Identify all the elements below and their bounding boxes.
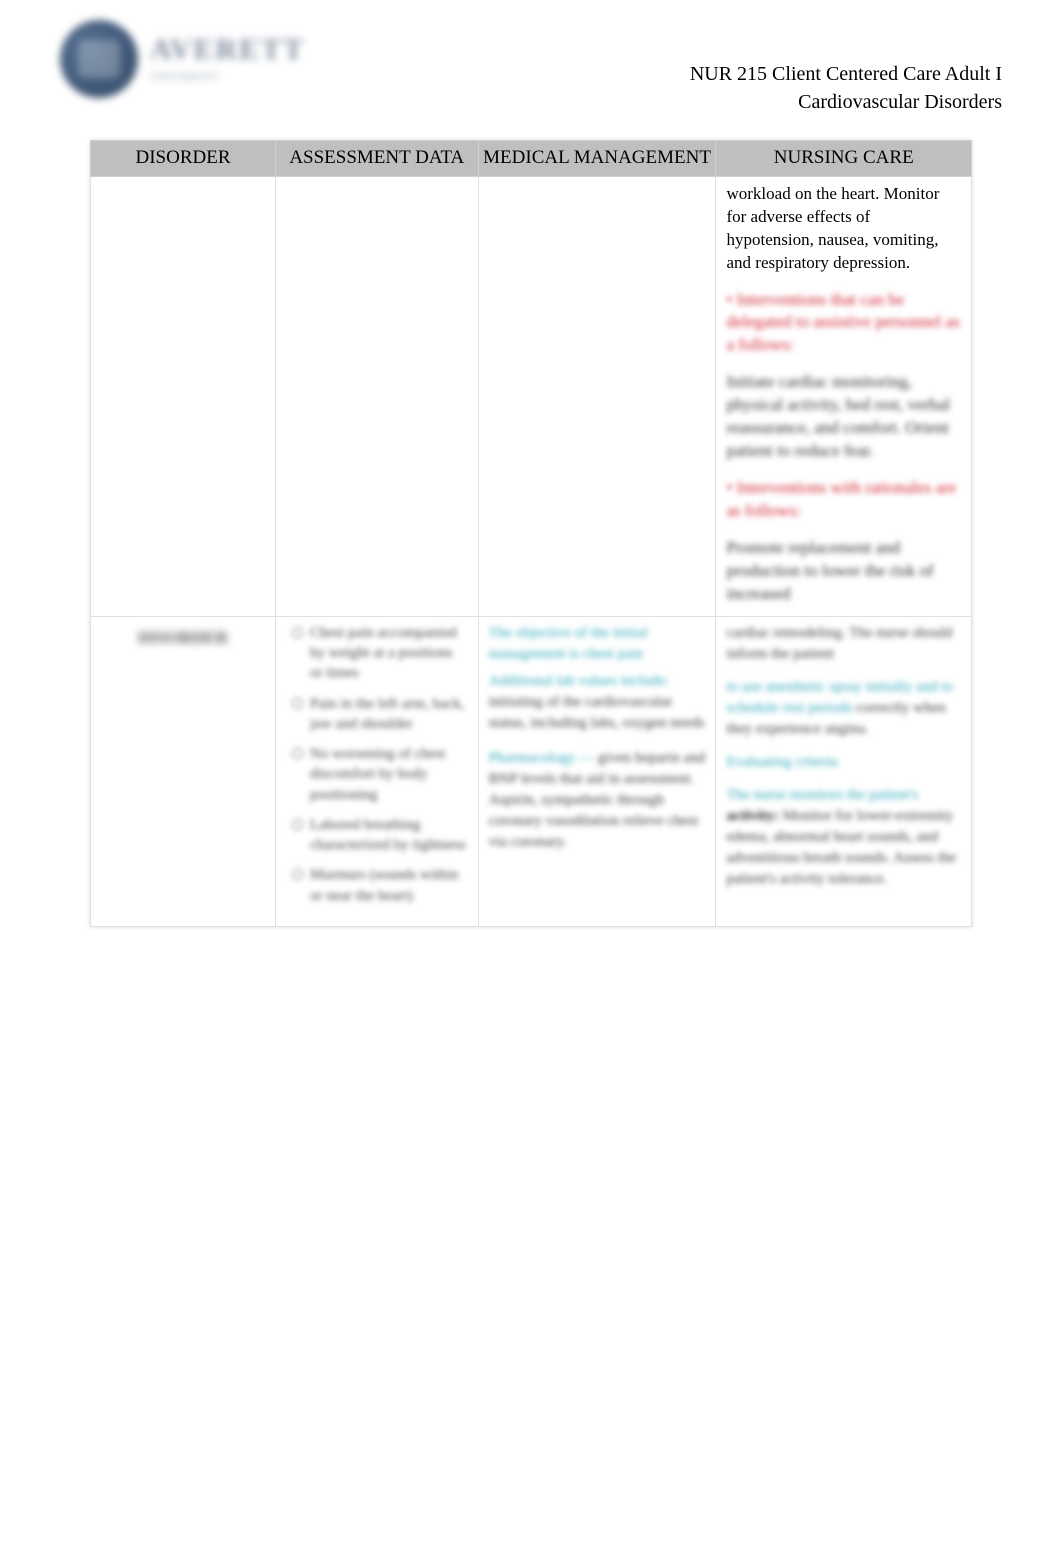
- nc-cont: cardiac remodeling. The nurse should inf…: [726, 625, 952, 662]
- cell-medical-1: [478, 176, 716, 616]
- course-line-2: Cardiovascular Disorders: [690, 88, 1002, 116]
- col-nursing-care: NURSING CARE: [716, 141, 972, 177]
- cell-nursing-1: workload on the heart. Monitor for adver…: [716, 176, 972, 616]
- nc-block-2: The nurse monitors the patient's activit…: [726, 785, 961, 890]
- page-header: AVERETT UNIVERSITY NUR 215 Client Center…: [60, 20, 1002, 130]
- list-item: Chest pain accompanied by weight at a po…: [290, 623, 468, 684]
- table-row: workload on the heart. Monitor for adver…: [91, 176, 972, 616]
- cell-medical-2: The objective of the initial management …: [478, 616, 716, 926]
- logo-sub: UNIVERSITY: [150, 72, 220, 83]
- list-item: Pain in the left arm, back, jaw and shou…: [290, 694, 468, 735]
- nc-teal-3: The nurse monitors the patient's: [726, 787, 918, 803]
- disorders-table: DISORDER ASSESSMENT DATA MEDICAL MANAGEM…: [90, 140, 972, 927]
- table-header: DISORDER ASSESSMENT DATA MEDICAL MANAGEM…: [91, 141, 972, 177]
- nc-teal-2: Evaluating criteria: [726, 752, 961, 773]
- mm-teal-1: The objective of the initial management …: [489, 623, 706, 665]
- cell-assessment-1: [276, 176, 479, 616]
- col-disorder: DISORDER: [91, 141, 276, 177]
- disorders-table-wrap: DISORDER ASSESSMENT DATA MEDICAL MANAGEM…: [90, 140, 972, 927]
- mm-dark-1: initiating of the cardiovascular status,…: [489, 692, 706, 734]
- col-assessment: ASSESSMENT DATA: [276, 141, 479, 177]
- logo-seal-icon: [60, 20, 138, 98]
- list-item: No worsening of chest discomfort by body…: [290, 744, 468, 805]
- nursing-clear-text: workload on the heart. Monitor for adver…: [726, 183, 961, 275]
- cell-disorder-1: [91, 176, 276, 616]
- disorder-label: DISORDER: [101, 623, 265, 650]
- nursing-red-2: • Interventions with rationales are as f…: [726, 477, 961, 523]
- university-logo: AVERETT UNIVERSITY: [60, 20, 335, 110]
- assessment-bullets: Chest pain accompanied by weight at a po…: [286, 623, 468, 906]
- cell-disorder-2: DISORDER: [91, 616, 276, 926]
- mm-teal-3: Pharmacology —: [489, 750, 598, 766]
- col-medical-mgmt: MEDICAL MANAGEMENT: [478, 141, 716, 177]
- nursing-red-1: • Interventions that can be delegated to…: [726, 289, 961, 358]
- list-item: Labored breathing characterized by tight…: [290, 815, 468, 856]
- nc-bold-1: activity:: [726, 808, 778, 824]
- mm-teal-2: Additional lab values include:: [489, 671, 706, 692]
- logo-text: AVERETT UNIVERSITY: [150, 33, 305, 85]
- cell-nursing-2: cardiac remodeling. The nurse should inf…: [716, 616, 972, 926]
- course-line-1: NUR 215 Client Centered Care Adult I: [690, 60, 1002, 88]
- course-title-block: NUR 215 Client Centered Care Adult I Car…: [690, 60, 1002, 116]
- nursing-dark-1: Initiate cardiac monitoring, physical ac…: [726, 371, 961, 463]
- nursing-top-continue: cardiac remodeling. The nurse should inf…: [726, 623, 961, 665]
- nursing-dark-2: Promote replacement and production to lo…: [726, 537, 961, 606]
- medical-mgmt-block: The objective of the initial management …: [489, 623, 706, 853]
- logo-name: AVERETT: [150, 33, 305, 66]
- table-row: DISORDER Chest pain accompanied by weigh…: [91, 616, 972, 926]
- cell-assessment-2: Chest pain accompanied by weight at a po…: [276, 616, 479, 926]
- nc-block-1: to use anesthetic spray initially and to…: [726, 677, 961, 740]
- list-item: Murmurs (sounds within or near the heart…: [290, 865, 468, 906]
